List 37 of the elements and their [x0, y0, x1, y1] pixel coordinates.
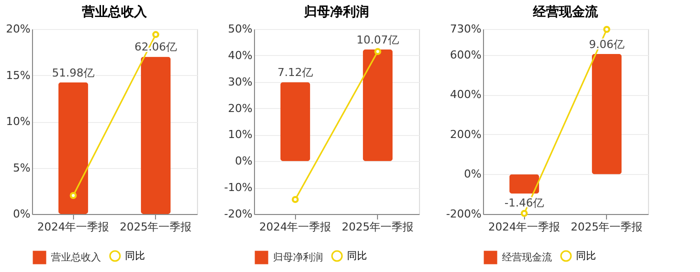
y-tick-label: -200%: [446, 208, 482, 220]
y-tick-label: 0%: [235, 154, 252, 168]
legend-label: 归母净利润: [273, 252, 323, 264]
x-tick-label: 2025年一季报: [120, 220, 192, 234]
data-label: 7.12亿: [278, 66, 313, 80]
legend-label: 同比: [125, 250, 145, 262]
y-tick-label: 20%: [6, 22, 30, 36]
x-tick-label: 2024年一季报: [37, 220, 110, 234]
y-tick-label: 600%: [450, 48, 482, 62]
x-tick-label: 2025年一季报: [342, 220, 414, 234]
y-tick-label: 200%: [450, 128, 482, 141]
y-tick-label: -20%: [224, 208, 252, 220]
data-label: 51.98亿: [52, 66, 94, 80]
y-tick-label: 20%: [228, 102, 252, 115]
chart-title: 归母净利润: [303, 4, 369, 20]
y-tick-label: 5%: [13, 161, 30, 174]
legend-label: 同比: [576, 250, 596, 262]
y-tick-label: 15%: [6, 68, 30, 82]
y-tick-label: 50%: [228, 22, 252, 36]
y-tick-label: 40%: [228, 48, 252, 62]
y-tick-label: 30%: [228, 75, 252, 88]
x-tick-label: 2024年一季报: [488, 220, 560, 234]
x-tick-label: 2024年一季报: [259, 220, 332, 234]
y-tick-label: 400%: [450, 88, 482, 102]
y-tick-label: -10%: [224, 181, 252, 194]
y-tick-label: 730%: [450, 22, 482, 36]
chart-title: 营业总收入: [81, 4, 148, 20]
y-tick-label: 10%: [228, 128, 252, 142]
y-tick-label: 0%: [13, 208, 30, 220]
y-tick-label: 0%: [464, 168, 482, 181]
chart-title: 经营现金流: [532, 4, 599, 20]
y-tick-label: 10%: [6, 115, 30, 128]
data-label: 10.07亿: [356, 33, 399, 46]
legend-label: 营业总收入: [51, 252, 101, 264]
legend-label: 同比: [347, 250, 367, 262]
x-tick-label: 2025年一季报: [570, 220, 643, 234]
legend-label: 经营现金流: [502, 252, 552, 264]
